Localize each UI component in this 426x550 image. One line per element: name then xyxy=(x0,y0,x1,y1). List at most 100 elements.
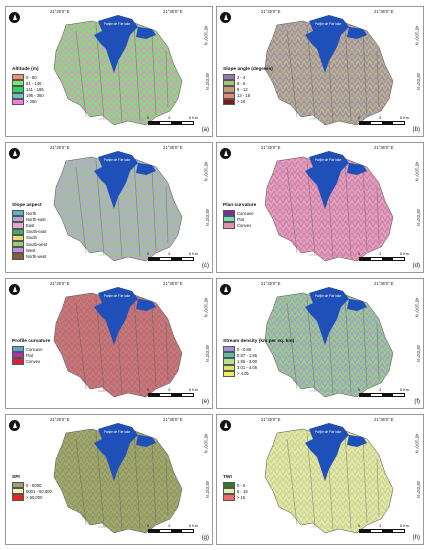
legend-item: 0 - 5 xyxy=(223,482,248,489)
legend-item: 0 - 0.86 xyxy=(223,346,294,353)
legend-item: > 50,000 xyxy=(12,494,52,501)
scale-label-3: 3 xyxy=(379,524,382,528)
scale-label-6: 6 Km xyxy=(400,524,409,528)
legend-label: Concave xyxy=(26,346,43,352)
map-panel-f: 21°25'0" E 21°35'0" E 45°10'0" N 45°0'0"… xyxy=(216,278,424,409)
lake-polygon xyxy=(305,151,367,209)
map-legend: Altitude (m) 0 - 80 81 - 140 141 - 195 196 … xyxy=(12,67,44,105)
panel-tag: (a) xyxy=(201,127,209,133)
legend-item: 6 - 15 xyxy=(223,488,248,495)
lake-polygon xyxy=(305,15,367,73)
legend-item: > 15 xyxy=(223,494,248,501)
lake-label: Porţile de Fier lake xyxy=(314,22,342,26)
legend-title: Slope aspect xyxy=(12,203,42,208)
legend-items: 0 - 0.86 0.87 - 1.95 1.96 - 3.00 3.01 - 4.0… xyxy=(223,346,294,377)
scale-bar-graphic xyxy=(359,121,405,125)
legend-label: South xyxy=(26,235,37,241)
legend-item: > 4.05 xyxy=(223,370,294,377)
border-line xyxy=(264,154,394,262)
border-line xyxy=(53,18,183,126)
legend-swatch xyxy=(12,92,24,99)
legend-item: 5001 - 50,000 xyxy=(12,488,52,495)
coord-label-side-upper: 45°10'0" N xyxy=(414,161,420,182)
legend-label: 3.01 - 4.05 xyxy=(237,365,258,371)
legend-swatch xyxy=(223,92,235,99)
scale-label-3: 3 xyxy=(379,252,382,256)
coord-label-side-lower: 45°0'0" N xyxy=(415,72,421,91)
lake-polygon xyxy=(94,423,156,481)
coord-label-top-left: 21°25'0" E xyxy=(261,417,281,422)
legend-item: East xyxy=(12,222,47,229)
scale-label-3: 3 xyxy=(379,116,382,120)
legend-label: North-east xyxy=(26,216,46,222)
coord-label-side-lower: 45°0'0" N xyxy=(204,480,210,499)
legend-swatch xyxy=(12,482,24,489)
legend-item: 196 - 260 xyxy=(12,92,44,99)
terrain-ridges xyxy=(286,432,380,532)
legend-label: 1.96 - 3.00 xyxy=(237,358,258,364)
legend-item: Flat xyxy=(12,352,50,359)
terrain-ridges xyxy=(286,160,380,260)
coord-label-top-right: 21°35'0" E xyxy=(374,9,394,14)
legend-label: Flat xyxy=(237,216,244,222)
legend-item: 1.96 - 3.00 xyxy=(223,358,294,365)
lake-polygon xyxy=(305,287,367,345)
panel-tag: (g) xyxy=(201,535,209,541)
legend-swatch xyxy=(223,346,235,353)
border-line xyxy=(264,290,394,398)
legend-label: South-west xyxy=(26,241,47,247)
map-panel-d: 21°25'0" E 21°35'0" E 45°10'0" N 45°0'0"… xyxy=(216,142,424,273)
lake-label: Porţile de Fier lake xyxy=(103,430,131,434)
coord-label-side-upper: 45°10'0" N xyxy=(414,297,420,318)
north-arrow-icon xyxy=(220,284,231,295)
legend-item: > 18 xyxy=(223,98,273,105)
legend-label: 0.87 - 1.95 xyxy=(237,352,258,358)
legend-items: Concave Flat Convex xyxy=(12,346,50,365)
map-panel-g: 21°25'0" E 21°35'0" E 45°10'0" N 45°0'0"… xyxy=(5,414,213,545)
scale-label-3: 3 xyxy=(168,252,171,256)
scale-bar: 0 3 6 Km xyxy=(358,252,411,261)
legend-swatch xyxy=(223,86,235,93)
legend-swatch xyxy=(12,358,24,365)
legend-swatch xyxy=(223,80,235,87)
legend-label: Convex xyxy=(26,358,41,364)
scale-bar: 0 3 6 Km xyxy=(147,524,200,533)
legend-label: West xyxy=(26,247,36,253)
map-legend: Profile curvature Concave Flat Convex xyxy=(12,339,50,365)
legend-title: Altitude (m) xyxy=(12,67,39,72)
north-arrow-icon xyxy=(220,12,231,23)
legend-swatch xyxy=(12,74,24,81)
scale-label-6: 6 Km xyxy=(189,116,198,120)
map-svg xyxy=(6,7,212,136)
legend-item: 0 - 5000 xyxy=(12,482,52,489)
legend-swatch xyxy=(223,210,235,217)
coord-label-top-left: 21°25'0" E xyxy=(50,145,70,150)
terrain-ridges xyxy=(75,296,169,396)
border-line xyxy=(53,426,183,534)
legend-title: Profile curvature xyxy=(12,339,51,344)
map-legend: Stream density (km per sq. km) 0 - 0.86 0… xyxy=(223,339,294,377)
legend-label: East xyxy=(26,222,35,228)
map-panel-b: 21°25'0" E 21°35'0" E 45°10'0" N 45°0'0"… xyxy=(216,6,424,137)
legend-swatch xyxy=(12,86,24,93)
legend-swatch xyxy=(12,210,24,217)
legend-label: 0 - 0.86 xyxy=(237,346,252,352)
scale-label-6: 6 Km xyxy=(400,388,409,392)
coord-label-top-left: 21°25'0" E xyxy=(261,145,281,150)
coord-label-side-lower: 45°0'0" N xyxy=(204,344,210,363)
map-svg xyxy=(217,415,423,544)
panel-tag: (h) xyxy=(412,535,420,541)
lake-label: Porţile de Fier lake xyxy=(314,294,342,298)
coord-label-side-upper: 45°10'0" N xyxy=(203,25,209,46)
legend-swatch xyxy=(223,358,235,365)
scale-label-3: 3 xyxy=(379,388,382,392)
legend-items: 0 - 5000 5001 - 50,000 > 50,000 xyxy=(12,482,52,501)
legend-title: Plan curvature xyxy=(223,203,257,208)
coord-label-top-left: 21°25'0" E xyxy=(50,9,70,14)
border-line xyxy=(264,426,394,534)
lake-label: Porţile de Fier lake xyxy=(314,158,342,162)
legend-items: North North-east East South-east South South-… xyxy=(12,210,47,260)
map-panel-h: 21°25'0" E 21°35'0" E 45°10'0" N 45°0'0"… xyxy=(216,414,424,545)
